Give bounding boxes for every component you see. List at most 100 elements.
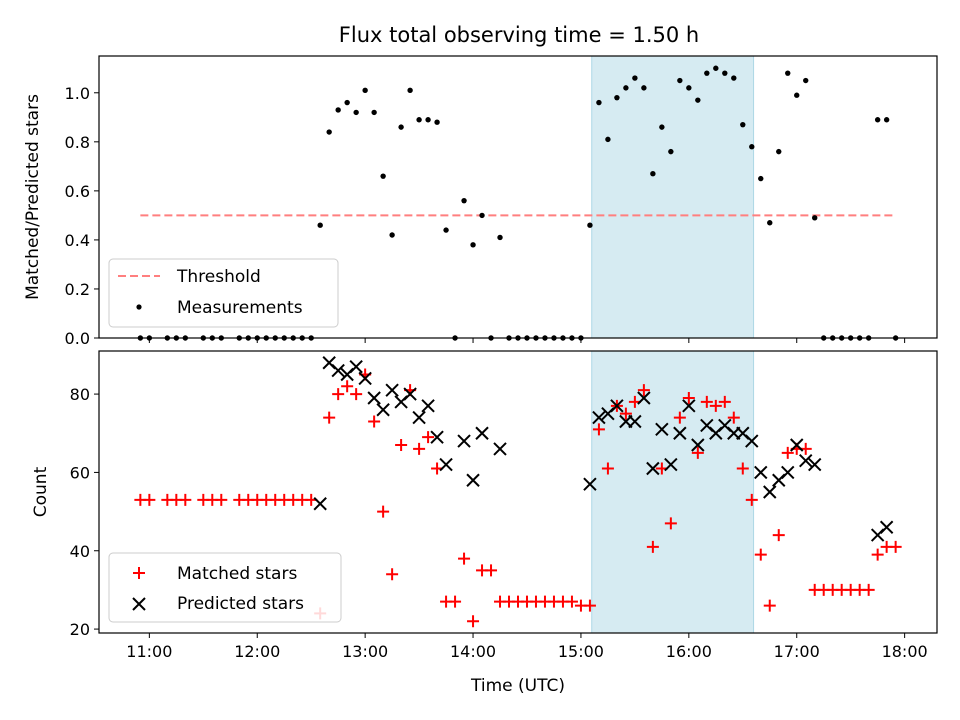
measurement-point bbox=[686, 85, 692, 91]
matched-star-point bbox=[754, 548, 767, 561]
count-panel: 11:00 12:00 13:00 14:00 15:00 16:00 17:00 18:00… bbox=[31, 350, 938, 696]
matched-star-point bbox=[179, 493, 192, 506]
measurement-point bbox=[668, 148, 674, 155]
matched-star-point bbox=[646, 540, 659, 553]
ratio-ytick-label: 0.4 bbox=[65, 231, 90, 250]
predicted-star-point bbox=[493, 442, 507, 456]
measurement-point bbox=[803, 77, 809, 84]
predicted-star-point bbox=[349, 359, 363, 374]
ratio-xticks bbox=[148, 338, 906, 343]
measurement-point bbox=[776, 148, 782, 155]
measurement-point bbox=[632, 75, 638, 81]
predicted-star-point bbox=[682, 399, 696, 413]
ratio-legend: Threshold Measurements bbox=[108, 258, 339, 328]
count-predicted-points bbox=[313, 356, 894, 542]
ratio-ylabel: Matched/Predicted stars bbox=[23, 94, 43, 300]
predicted-star-point bbox=[430, 430, 444, 444]
matched-star-point bbox=[664, 517, 677, 530]
measurement-point bbox=[380, 173, 386, 179]
count-legend: Matched stars Predicted stars bbox=[108, 552, 342, 623]
measurement-point bbox=[874, 117, 881, 123]
measurement-point bbox=[812, 215, 818, 221]
predicted-star-point bbox=[879, 520, 894, 534]
predicted-star-point bbox=[646, 461, 660, 476]
count-xtick-label: 12:00 bbox=[234, 642, 280, 661]
measurement-point bbox=[677, 77, 683, 84]
ratio-legend-measurements-swatch bbox=[136, 304, 142, 310]
matched-star-point bbox=[592, 423, 605, 436]
matched-star-point bbox=[485, 564, 498, 577]
matched-star-point bbox=[601, 462, 614, 475]
predicted-star-point bbox=[808, 457, 822, 472]
count-ytick-label: 20 bbox=[70, 620, 90, 639]
matched-star-point bbox=[727, 411, 740, 424]
matched-star-point bbox=[682, 392, 695, 404]
ratio-legend-box bbox=[108, 258, 339, 328]
predicted-star-point bbox=[466, 473, 480, 487]
count-xtick-label: 14:00 bbox=[450, 642, 496, 661]
matched-star-point bbox=[736, 462, 749, 475]
matched-star-point bbox=[341, 380, 354, 393]
measurement-point bbox=[767, 220, 773, 226]
count-legend-matched-label: Matched stars bbox=[177, 564, 297, 584]
predicted-star-point bbox=[673, 426, 687, 440]
matched-star-point bbox=[332, 388, 345, 401]
matched-star-point bbox=[700, 395, 713, 408]
predicted-star-point bbox=[637, 391, 651, 405]
predicted-star-point bbox=[628, 414, 642, 429]
predicted-star-point bbox=[439, 457, 453, 472]
predicted-star-point bbox=[457, 434, 471, 448]
predicted-star-point bbox=[610, 399, 624, 413]
measurement-point bbox=[695, 97, 701, 103]
measurement-point bbox=[461, 197, 467, 204]
figure-title: Flux total observing time = 1.50 h bbox=[339, 23, 699, 47]
ratio-ytick-label: 0.2 bbox=[65, 280, 90, 299]
count-yticks: 20 40 60 80 bbox=[70, 385, 99, 639]
predicted-star-point bbox=[745, 434, 759, 448]
matched-star-point bbox=[215, 493, 228, 506]
measurement-point bbox=[605, 136, 611, 143]
count-legend-box bbox=[108, 552, 342, 623]
measurement-point bbox=[398, 124, 404, 130]
measurement-point bbox=[623, 85, 629, 91]
measurement-point bbox=[713, 65, 719, 71]
matched-star-point bbox=[637, 384, 650, 397]
ratio-legend-measurements-label: Measurements bbox=[177, 298, 303, 318]
matched-star-point bbox=[889, 540, 902, 553]
matched-star-point bbox=[691, 446, 704, 459]
count-xtick-label: 16:00 bbox=[666, 642, 712, 661]
count-xtick-label: 11:00 bbox=[126, 642, 172, 661]
measurement-point bbox=[596, 99, 602, 106]
measurement-point bbox=[785, 70, 791, 76]
predicted-star-point bbox=[691, 438, 705, 452]
ratio-axes-frame bbox=[98, 55, 938, 339]
ratio-ytick-label: 0.6 bbox=[65, 182, 90, 201]
matched-star-point bbox=[386, 568, 399, 581]
predicted-star-point bbox=[799, 453, 813, 468]
predicted-star-point bbox=[412, 410, 426, 425]
matched-star-point bbox=[781, 446, 794, 459]
matched-star-point bbox=[763, 599, 776, 612]
count-span bbox=[591, 350, 755, 634]
predicted-star-point bbox=[763, 485, 777, 499]
measurement-point bbox=[335, 107, 341, 113]
measurement-point bbox=[641, 85, 647, 91]
count-xticks: 11:00 12:00 13:00 14:00 15:00 16:00 17:00 18:00 bbox=[126, 633, 928, 661]
count-xtick-label: 18:00 bbox=[882, 642, 928, 661]
matched-star-point bbox=[422, 431, 435, 444]
predicted-star-point bbox=[592, 410, 606, 425]
predicted-star-point bbox=[358, 371, 372, 386]
count-xtick-label: 15:00 bbox=[558, 642, 604, 661]
measurement-point bbox=[371, 109, 377, 116]
predicted-star-point bbox=[754, 465, 768, 480]
count-xtick-label: 17:00 bbox=[774, 642, 820, 661]
matched-star-point bbox=[395, 439, 408, 451]
matched-star-point bbox=[871, 548, 884, 561]
measurement-point bbox=[740, 121, 746, 128]
count-legend-matched-swatch bbox=[133, 567, 145, 579]
measurement-point bbox=[344, 99, 350, 106]
matched-star-point bbox=[709, 399, 722, 412]
predicted-star-point bbox=[583, 477, 597, 491]
measurement-point bbox=[587, 222, 593, 228]
count-legend-predicted-swatch bbox=[132, 597, 146, 611]
